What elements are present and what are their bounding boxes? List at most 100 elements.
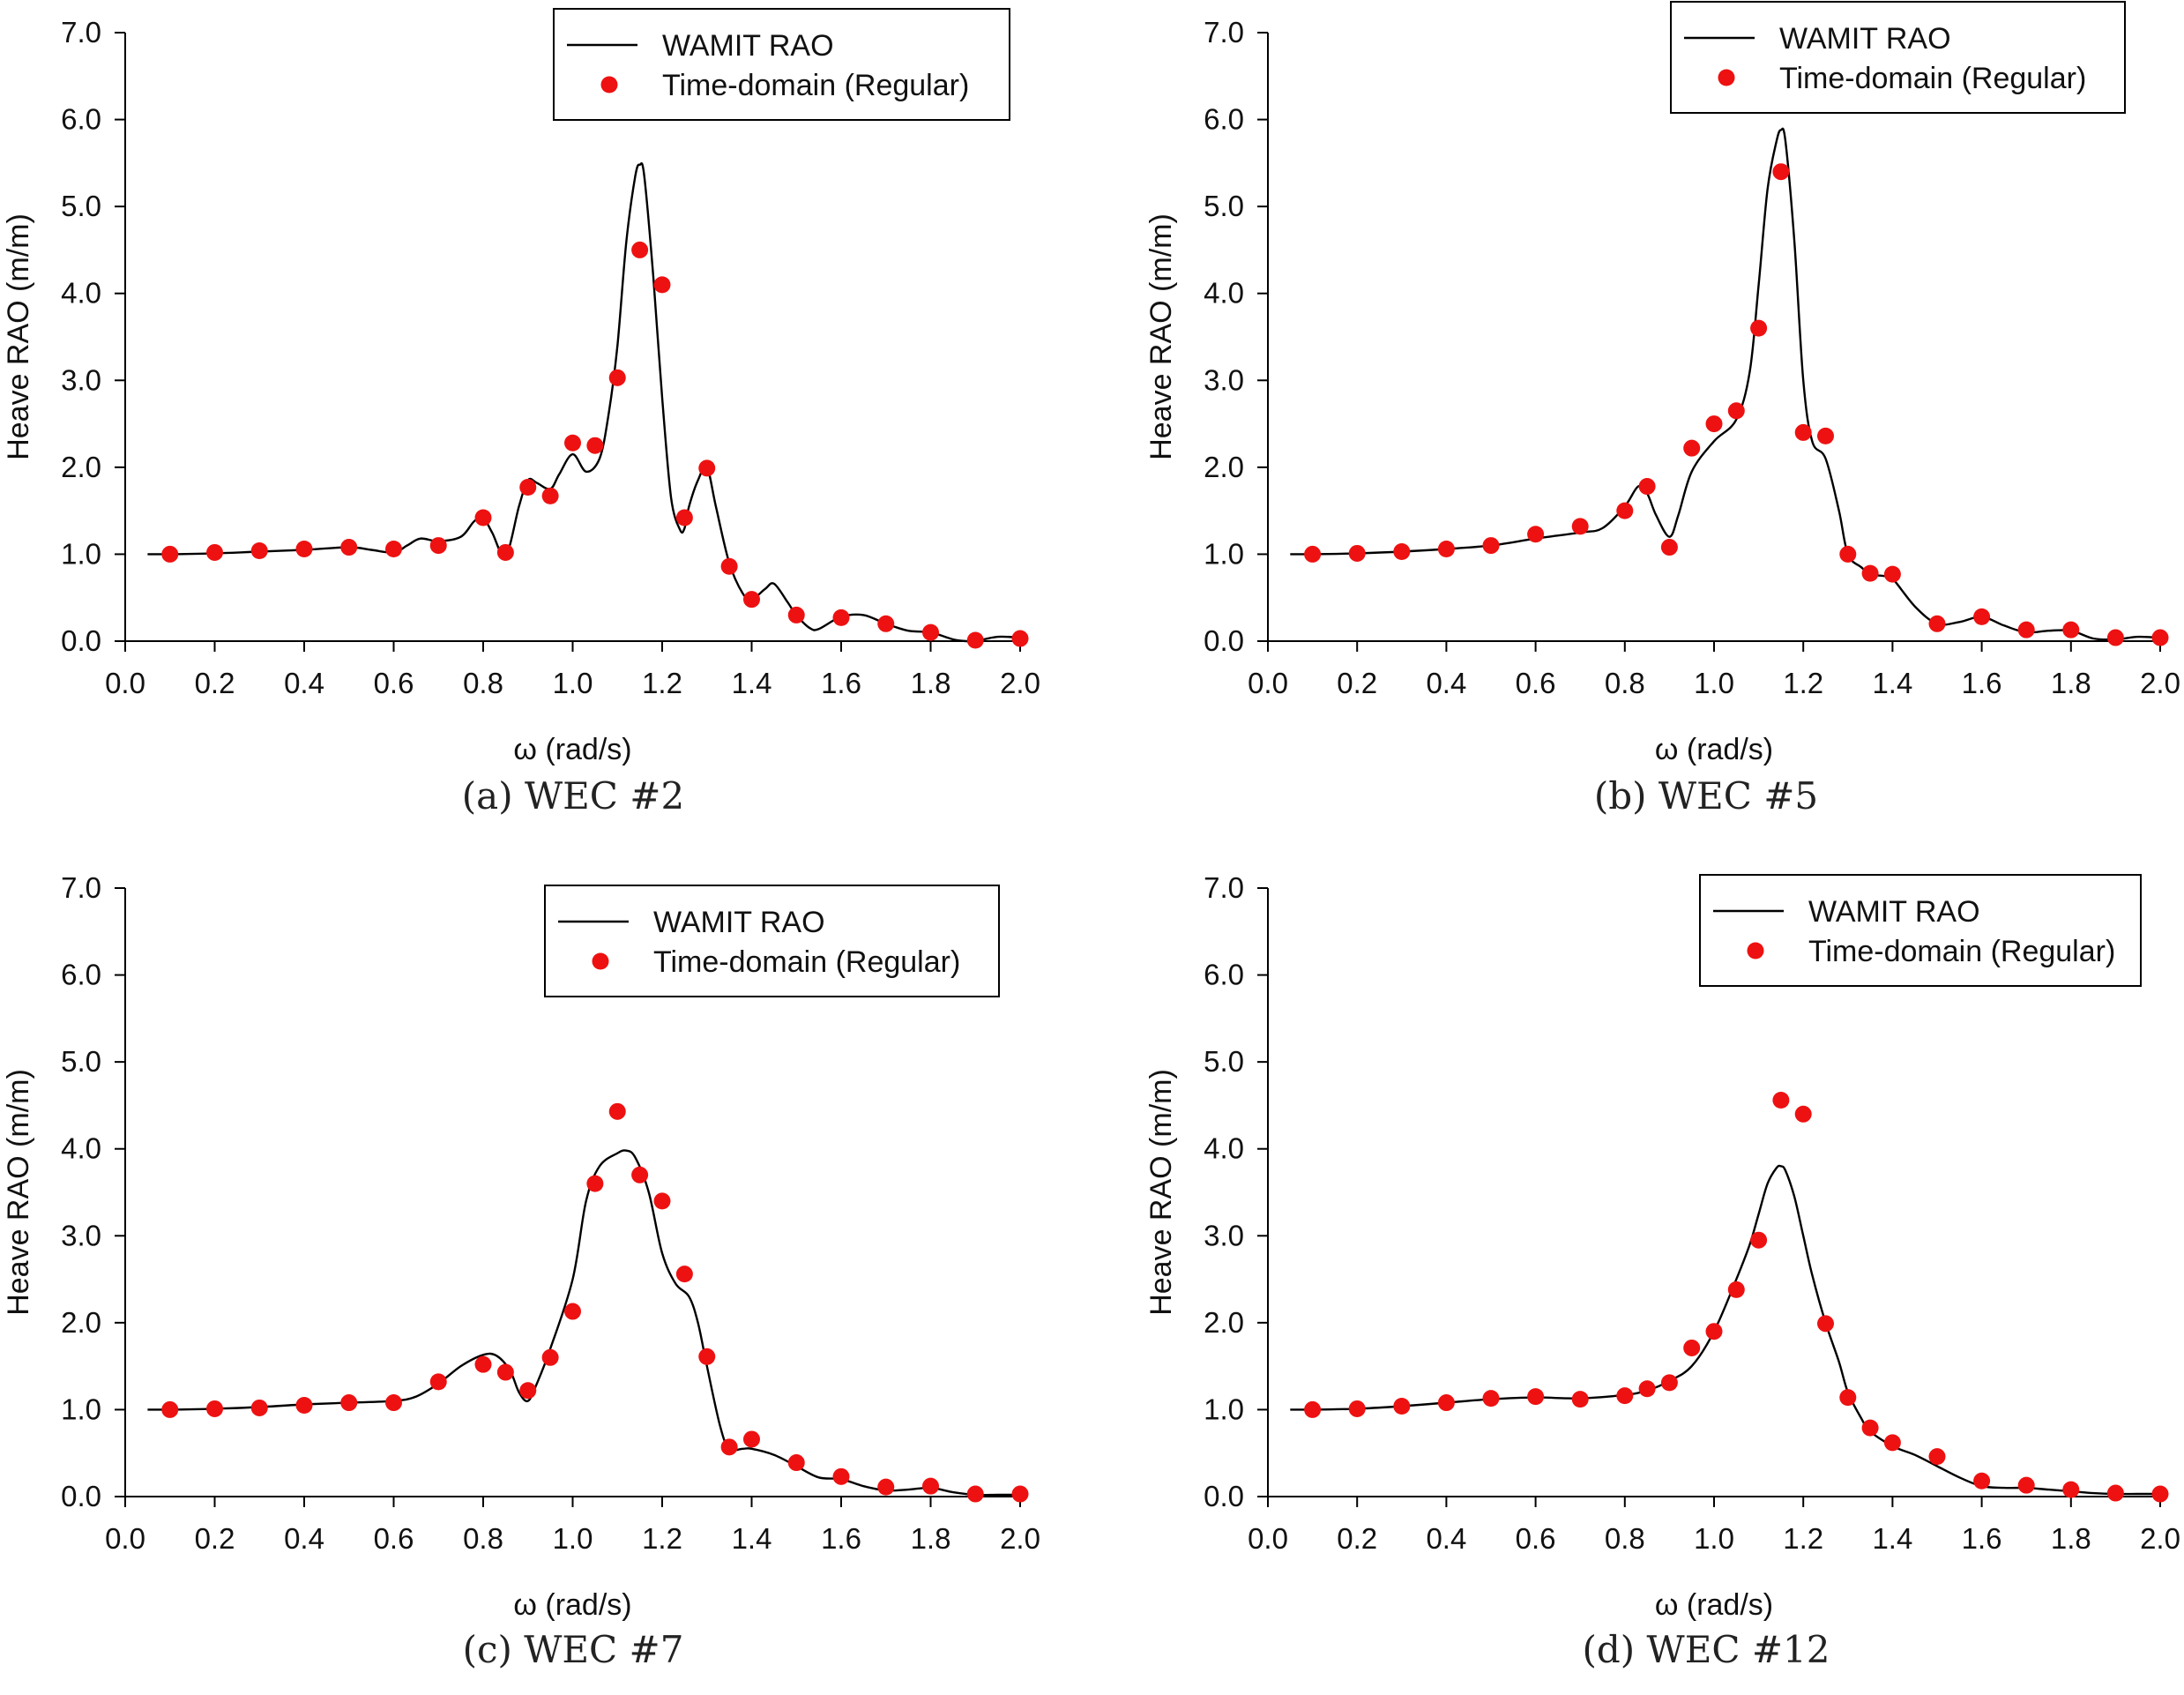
data-point-time-domain <box>1660 539 1678 556</box>
data-point-time-domain <box>1861 1419 1879 1437</box>
data-point-time-domain <box>922 1477 939 1495</box>
x-tick-label: 0.8 <box>1605 1522 1645 1555</box>
x-tick-label: 2.0 <box>2140 1522 2180 1555</box>
data-point-time-domain <box>2106 1484 2124 1502</box>
data-point-time-domain <box>1705 1323 1723 1340</box>
x-tick-label: 0.2 <box>195 667 235 699</box>
data-point-time-domain <box>385 1394 402 1412</box>
x-axis-title: ω (rad/s) <box>513 733 631 766</box>
x-tick-label: 0.6 <box>374 1522 414 1555</box>
x-tick-label: 0.2 <box>1337 667 1377 699</box>
x-tick-label: 0.0 <box>105 1522 145 1555</box>
data-point-time-domain <box>608 369 626 386</box>
data-point-time-domain <box>1571 518 1589 535</box>
x-axis-title: ω (rad/s) <box>1655 733 1773 766</box>
data-point-time-domain <box>2017 621 2035 638</box>
x-tick-label: 1.6 <box>1962 1522 2002 1555</box>
data-point-time-domain <box>429 537 447 555</box>
data-point-time-domain <box>1348 1400 1366 1417</box>
x-tick-label: 1.0 <box>553 667 593 699</box>
data-point-time-domain <box>675 1266 693 1283</box>
y-tick-label: 3.0 <box>1204 363 1244 396</box>
data-point-time-domain <box>2062 1481 2080 1498</box>
data-point-time-domain <box>2151 1485 2169 1503</box>
series-line-wamit-rao <box>1290 127 2161 641</box>
x-tick-label: 1.2 <box>642 1522 682 1555</box>
legend-dot-swatch <box>1747 942 1764 960</box>
y-axis-title: Heave RAO (m/m) <box>2 213 35 460</box>
y-tick-label: 4.0 <box>1204 277 1244 310</box>
x-tick-label: 0.8 <box>463 1522 503 1555</box>
data-point-time-domain <box>1348 544 1366 562</box>
x-tick-label: 0.0 <box>1248 1522 1288 1555</box>
data-point-time-domain <box>1683 439 1701 457</box>
data-point-time-domain <box>519 479 537 497</box>
data-point-time-domain <box>1011 630 1029 647</box>
y-tick-label: 7.0 <box>61 871 101 904</box>
legend: WAMIT RAO Time-domain (Regular) <box>553 8 1010 121</box>
chart-panel-b: 0.0 1.0 2.0 3.0 4.0 5.0 6.0 7.0 0.0 0.2 0.4 0.6 0.8 1… <box>1144 1 2180 818</box>
chart-panel-c: 0.0 1.0 2.0 3.0 4.0 5.0 6.0 7.0 0.0 0.2 0.4 0.6 0.8 1… <box>2 871 1040 1671</box>
data-point-time-domain <box>743 1430 760 1448</box>
x-tick-label: 1.0 <box>1694 667 1734 699</box>
data-point-time-domain <box>698 1348 716 1365</box>
legend-dot-swatch <box>592 952 609 970</box>
x-tick-label: 0.4 <box>284 667 324 699</box>
data-point-time-domain <box>1794 423 1812 441</box>
data-point-time-domain <box>295 1397 313 1414</box>
legend: WAMIT RAO Time-domain (Regular) <box>1670 1 2126 114</box>
data-point-time-domain <box>496 1363 514 1381</box>
y-tick-label: 2.0 <box>61 451 101 483</box>
data-point-time-domain <box>429 1373 447 1391</box>
data-point-time-domain <box>675 509 693 526</box>
y-tick-label: 7.0 <box>1204 871 1244 904</box>
data-point-time-domain <box>206 543 223 561</box>
x-tick-label: 0.6 <box>1516 667 1556 699</box>
x-tick-label: 1.4 <box>732 667 772 699</box>
legend-label-wamit: WAMIT RAO <box>1779 22 1951 56</box>
series-line-wamit-rao <box>1290 1164 2160 1496</box>
data-point-time-domain <box>564 434 581 452</box>
x-tick-label: 0.4 <box>1426 1522 1466 1555</box>
legend-label-time-domain: Time-domain (Regular) <box>1779 62 2086 95</box>
panel-caption: (d) WEC #12 <box>1583 1628 1830 1671</box>
y-tick-label: 1.0 <box>1204 1393 1244 1425</box>
y-axis-title: Heave RAO (m/m) <box>2 1069 35 1316</box>
series-line-wamit-rao <box>147 162 1021 643</box>
data-point-time-domain <box>1527 526 1545 543</box>
data-point-time-domain <box>474 1355 492 1373</box>
data-point-time-domain <box>2017 1476 2035 1494</box>
data-point-time-domain <box>1883 1434 1901 1452</box>
data-point-time-domain <box>631 1166 649 1184</box>
y-tick-label: 0.0 <box>61 624 101 657</box>
x-tick-label: 0.6 <box>1516 1522 1556 1555</box>
y-tick-label: 7.0 <box>1204 16 1244 49</box>
y-tick-label: 1.0 <box>61 1393 101 1425</box>
legend-box <box>544 885 1000 997</box>
data-point-time-domain <box>1437 541 1455 558</box>
legend-dot-swatch <box>1718 69 1735 86</box>
legend-box <box>553 8 1010 121</box>
x-tick-label: 1.6 <box>1962 667 2002 699</box>
data-point-time-domain <box>586 437 604 454</box>
data-point-time-domain <box>1772 1092 1790 1109</box>
data-point-time-domain <box>1482 1390 1500 1408</box>
data-point-time-domain <box>966 631 984 649</box>
data-point-time-domain <box>1393 1397 1411 1415</box>
y-tick-label: 5.0 <box>1204 190 1244 222</box>
data-point-time-domain <box>1727 1281 1745 1298</box>
data-point-time-domain <box>496 543 514 561</box>
data-point-time-domain <box>2106 629 2124 646</box>
x-tick-label: 0.4 <box>1426 667 1466 699</box>
data-point-time-domain <box>250 1399 268 1416</box>
data-point-time-domain <box>1928 1448 1946 1466</box>
y-tick-label: 5.0 <box>61 1045 101 1078</box>
x-tick-label: 1.8 <box>2051 667 2091 699</box>
data-point-time-domain <box>1772 163 1790 181</box>
data-point-time-domain <box>1750 319 1768 337</box>
data-point-time-domain <box>1839 1389 1857 1407</box>
legend-label-time-domain: Time-domain (Regular) <box>653 945 960 979</box>
data-point-time-domain <box>2151 629 2169 646</box>
x-tick-label: 1.4 <box>1872 1522 1912 1555</box>
data-point-time-domain <box>541 487 559 504</box>
